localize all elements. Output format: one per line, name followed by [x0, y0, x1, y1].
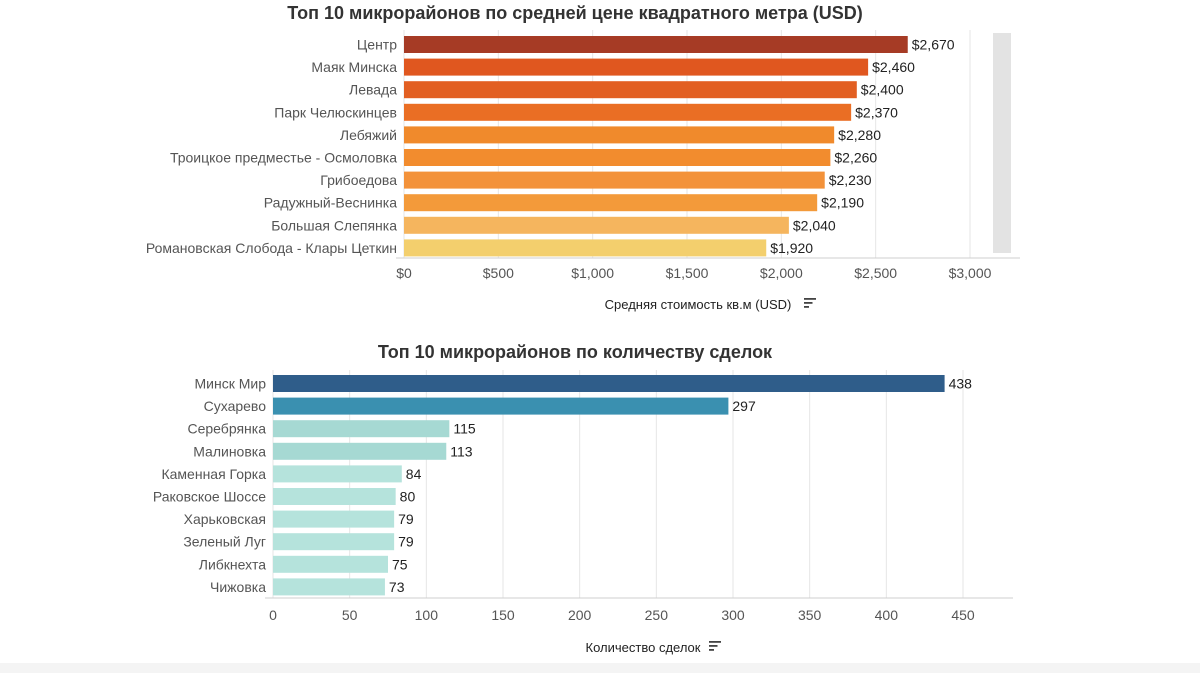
deals-x-tick-label: 200 — [568, 607, 592, 623]
price-category-label: Левада — [349, 82, 397, 98]
deals-value-label: 438 — [949, 376, 973, 392]
deals-value-label: 73 — [389, 579, 405, 595]
price-chart-x-axis-title: Средняя стоимость кв.м (USD) — [605, 297, 792, 312]
price-category-label: Романовская Слобода - Клары Цеткин — [146, 240, 397, 256]
price-x-tick-label: $2,500 — [854, 265, 897, 281]
deals-bar[interactable] — [273, 510, 395, 528]
deals-bar[interactable] — [273, 488, 396, 505]
deals-category-label: Серебрянка — [188, 421, 267, 437]
deals-bar[interactable] — [273, 533, 395, 551]
price-category-label: Центр — [357, 37, 397, 53]
footer-bar — [0, 663, 1200, 673]
deals-x-tick-label: 100 — [415, 607, 439, 623]
price-bar[interactable] — [404, 58, 869, 76]
price-bar[interactable] — [404, 149, 831, 166]
price-bar[interactable] — [404, 36, 908, 53]
price-value-label: $1,920 — [770, 240, 813, 256]
deals-bar[interactable] — [273, 465, 402, 483]
sort-descending-icon[interactable] — [709, 641, 721, 651]
deals-category-label: Раковское Шоссе — [153, 489, 266, 505]
deals-value-label: 75 — [392, 556, 408, 572]
deals-bar[interactable] — [273, 420, 450, 438]
deals-x-tick-label: 300 — [721, 607, 745, 623]
deals-chart: Топ 10 микрорайонов по количеству сделок… — [153, 342, 1013, 655]
deals-chart-x-axis-title: Количество сделок — [586, 640, 701, 655]
deals-bar[interactable] — [273, 555, 388, 573]
price-value-label: $2,230 — [829, 172, 872, 188]
price-bar[interactable] — [404, 239, 767, 257]
price-category-label: Маяк Минска — [311, 59, 397, 75]
price-value-label: $2,460 — [872, 59, 915, 75]
price-x-tick-label: $0 — [396, 265, 412, 281]
deals-value-label: 297 — [732, 398, 756, 414]
price-value-label: $2,370 — [855, 104, 898, 120]
price-bar[interactable] — [404, 171, 825, 189]
deals-category-label: Зеленый Луг — [183, 534, 266, 550]
deals-value-label: 80 — [400, 489, 416, 505]
deals-bar[interactable] — [273, 375, 945, 392]
price-category-label: Лебяжий — [340, 127, 397, 143]
deals-x-tick-label: 0 — [269, 607, 277, 623]
price-bar[interactable] — [404, 81, 857, 99]
deals-category-label: Харьковская — [184, 511, 266, 527]
price-category-label: Троицкое предместье - Осмоловка — [170, 150, 397, 166]
deals-chart-title: Топ 10 микрорайонов по количеству сделок — [378, 342, 773, 362]
deals-category-label: Сухарево — [204, 398, 267, 414]
deals-value-label: 113 — [450, 443, 473, 459]
deals-bar[interactable] — [273, 397, 729, 415]
price-value-label: $2,670 — [912, 37, 955, 53]
price-value-label: $2,040 — [793, 217, 836, 233]
price-bar[interactable] — [404, 103, 852, 121]
deals-value-label: 115 — [453, 421, 476, 437]
deals-value-label: 79 — [398, 511, 414, 527]
price-bar[interactable] — [404, 126, 835, 144]
deals-category-label: Каменная Горка — [161, 466, 266, 482]
deals-category-label: Чижовка — [210, 579, 266, 595]
deals-value-label: 79 — [398, 534, 414, 550]
price-value-label: $2,400 — [861, 82, 904, 98]
deals-bar[interactable] — [273, 578, 385, 596]
deals-x-tick-label: 400 — [875, 607, 899, 623]
price-value-label: $2,190 — [821, 195, 864, 211]
price-category-label: Грибоедова — [320, 172, 397, 188]
price-category-label: Парк Челюскинцев — [274, 104, 397, 120]
price-x-tick-label: $2,000 — [760, 265, 803, 281]
deals-bar[interactable] — [273, 442, 447, 460]
price-x-tick-label: $1,000 — [571, 265, 614, 281]
price-x-tick-label: $500 — [483, 265, 514, 281]
price-chart: Топ 10 микрорайонов по средней цене квад… — [146, 3, 1020, 312]
price-x-tick-label: $3,000 — [949, 265, 992, 281]
price-category-label: Большая Слепянка — [271, 217, 397, 233]
deals-x-tick-label: 50 — [342, 607, 358, 623]
deals-category-label: Малиновка — [193, 443, 266, 459]
price-value-label: $2,280 — [838, 127, 881, 143]
deals-category-label: Либкнехта — [199, 556, 266, 572]
price-bar[interactable] — [404, 216, 789, 234]
price-category-label: Радужный-Веснинка — [264, 195, 397, 211]
deals-x-tick-label: 250 — [645, 607, 669, 623]
price-chart-scrollbar[interactable] — [993, 33, 1011, 253]
deals-x-tick-label: 350 — [798, 607, 822, 623]
price-chart-title: Топ 10 микрорайонов по средней цене квад… — [287, 3, 862, 23]
deals-x-tick-label: 150 — [491, 607, 515, 623]
deals-category-label: Минск Мир — [195, 376, 267, 392]
sort-descending-icon[interactable] — [804, 298, 816, 308]
price-bar[interactable] — [404, 194, 818, 212]
price-x-tick-label: $1,500 — [666, 265, 709, 281]
deals-x-tick-label: 450 — [951, 607, 975, 623]
price-value-label: $2,260 — [834, 150, 877, 166]
deals-value-label: 84 — [406, 466, 422, 482]
